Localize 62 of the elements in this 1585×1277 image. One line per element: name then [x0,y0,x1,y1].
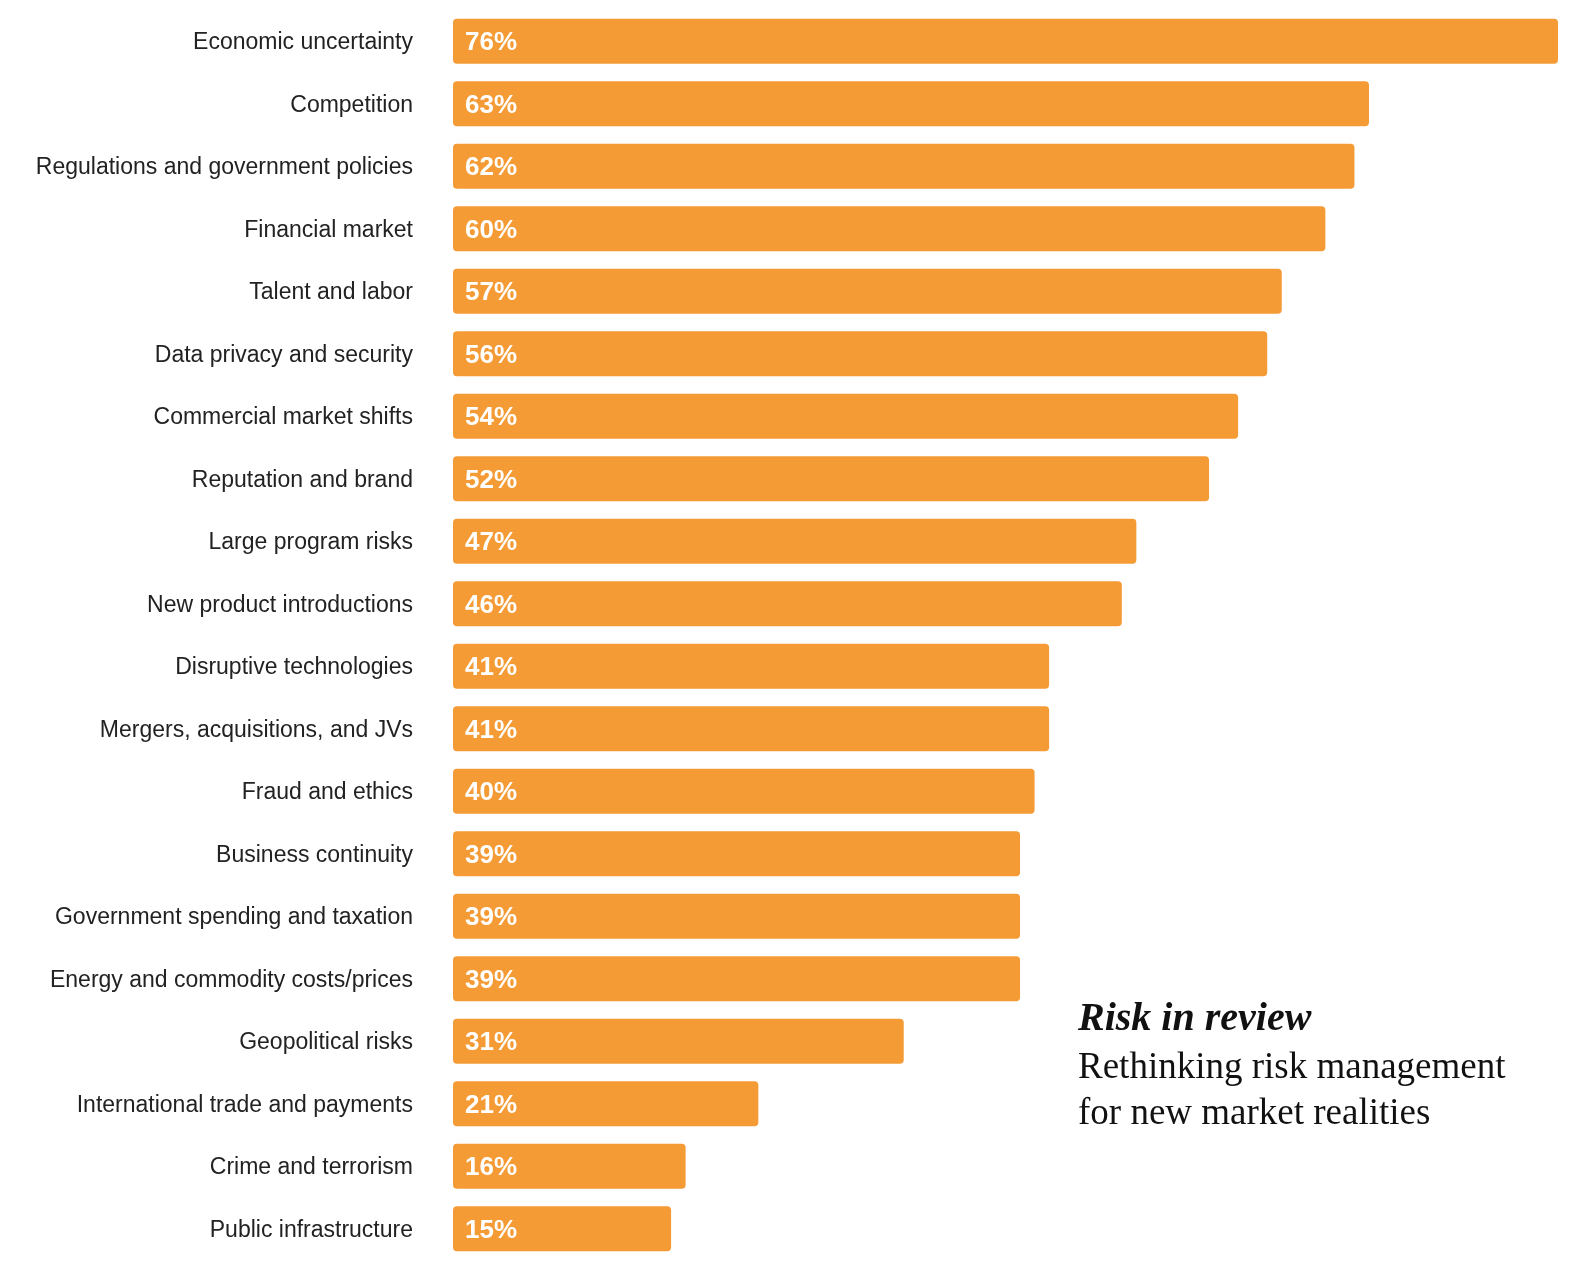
data-label: 54% [465,401,518,432]
data-label: 46% [465,588,518,619]
data-label: 39% [465,901,518,932]
y-tick-label: Economic uncertainty [193,28,414,55]
bar [453,706,1050,752]
bar [453,1143,686,1189]
bar [453,206,1326,252]
y-tick-label: Business continuity [216,840,414,867]
bar [453,143,1355,189]
data-label: 47% [465,526,518,557]
data-label: 76% [465,26,518,57]
y-tick-label: Geopolitical risks [239,1028,413,1055]
bar [453,643,1050,689]
data-label: 41% [465,713,518,744]
y-tick-label: Government spending and taxation [54,903,413,930]
bar [453,1081,759,1127]
y-tick-label: Crime and terrorism [209,1153,413,1180]
annotation: Risk in review [1077,994,1312,1039]
data-label: 31% [465,1026,518,1057]
data-label: 15% [465,1213,518,1244]
data-label: 62% [465,151,518,182]
data-label: 52% [465,463,518,494]
y-tick-label: Fraud and ethics [241,778,413,805]
bar [453,268,1282,314]
bar [453,956,1021,1002]
y-tick-label: Regulations and government policies [35,153,413,180]
y-tick-label: Mergers, acquisitions, and JVs [99,715,413,742]
bar [453,1018,904,1064]
data-label: 39% [465,838,518,869]
y-tick-label: New product introductions [147,590,413,617]
data-label: 56% [465,338,518,369]
bar [453,456,1210,502]
bar [453,331,1268,377]
bar [453,518,1137,564]
data-label: 60% [465,213,518,244]
bar [453,831,1021,877]
bar [453,1206,672,1252]
y-tick-label: Disruptive technologies [175,653,413,680]
data-label: 41% [465,651,518,682]
data-label: 16% [465,1151,518,1182]
y-tick-label: Energy and commodity costs/prices [49,965,413,992]
y-tick-label: Public infrastructure [209,1215,413,1242]
y-tick-label: Commercial market shifts [153,403,413,430]
data-label: 39% [465,963,518,994]
bar [453,768,1035,814]
bar [453,393,1239,439]
y-tick-label: Reputation and brand [191,465,413,492]
bar [453,893,1021,939]
data-label: 40% [465,776,518,807]
data-label: 63% [465,88,518,119]
data-label: 21% [465,1088,518,1119]
annotation: Rethinking risk management for new market realities [1078,1045,1507,1132]
y-tick-label: Data privacy and security [154,340,414,367]
bar [453,81,1369,127]
y-tick-label: Financial market [244,215,414,242]
y-tick-label: International trade and payments [76,1090,413,1117]
data-label: 57% [465,276,518,307]
y-tick-label: Large program risks [208,528,413,555]
bar [453,581,1122,627]
y-tick-label: Talent and labor [249,278,414,305]
y-tick-label: Competition [290,90,413,117]
bar [453,18,1558,64]
